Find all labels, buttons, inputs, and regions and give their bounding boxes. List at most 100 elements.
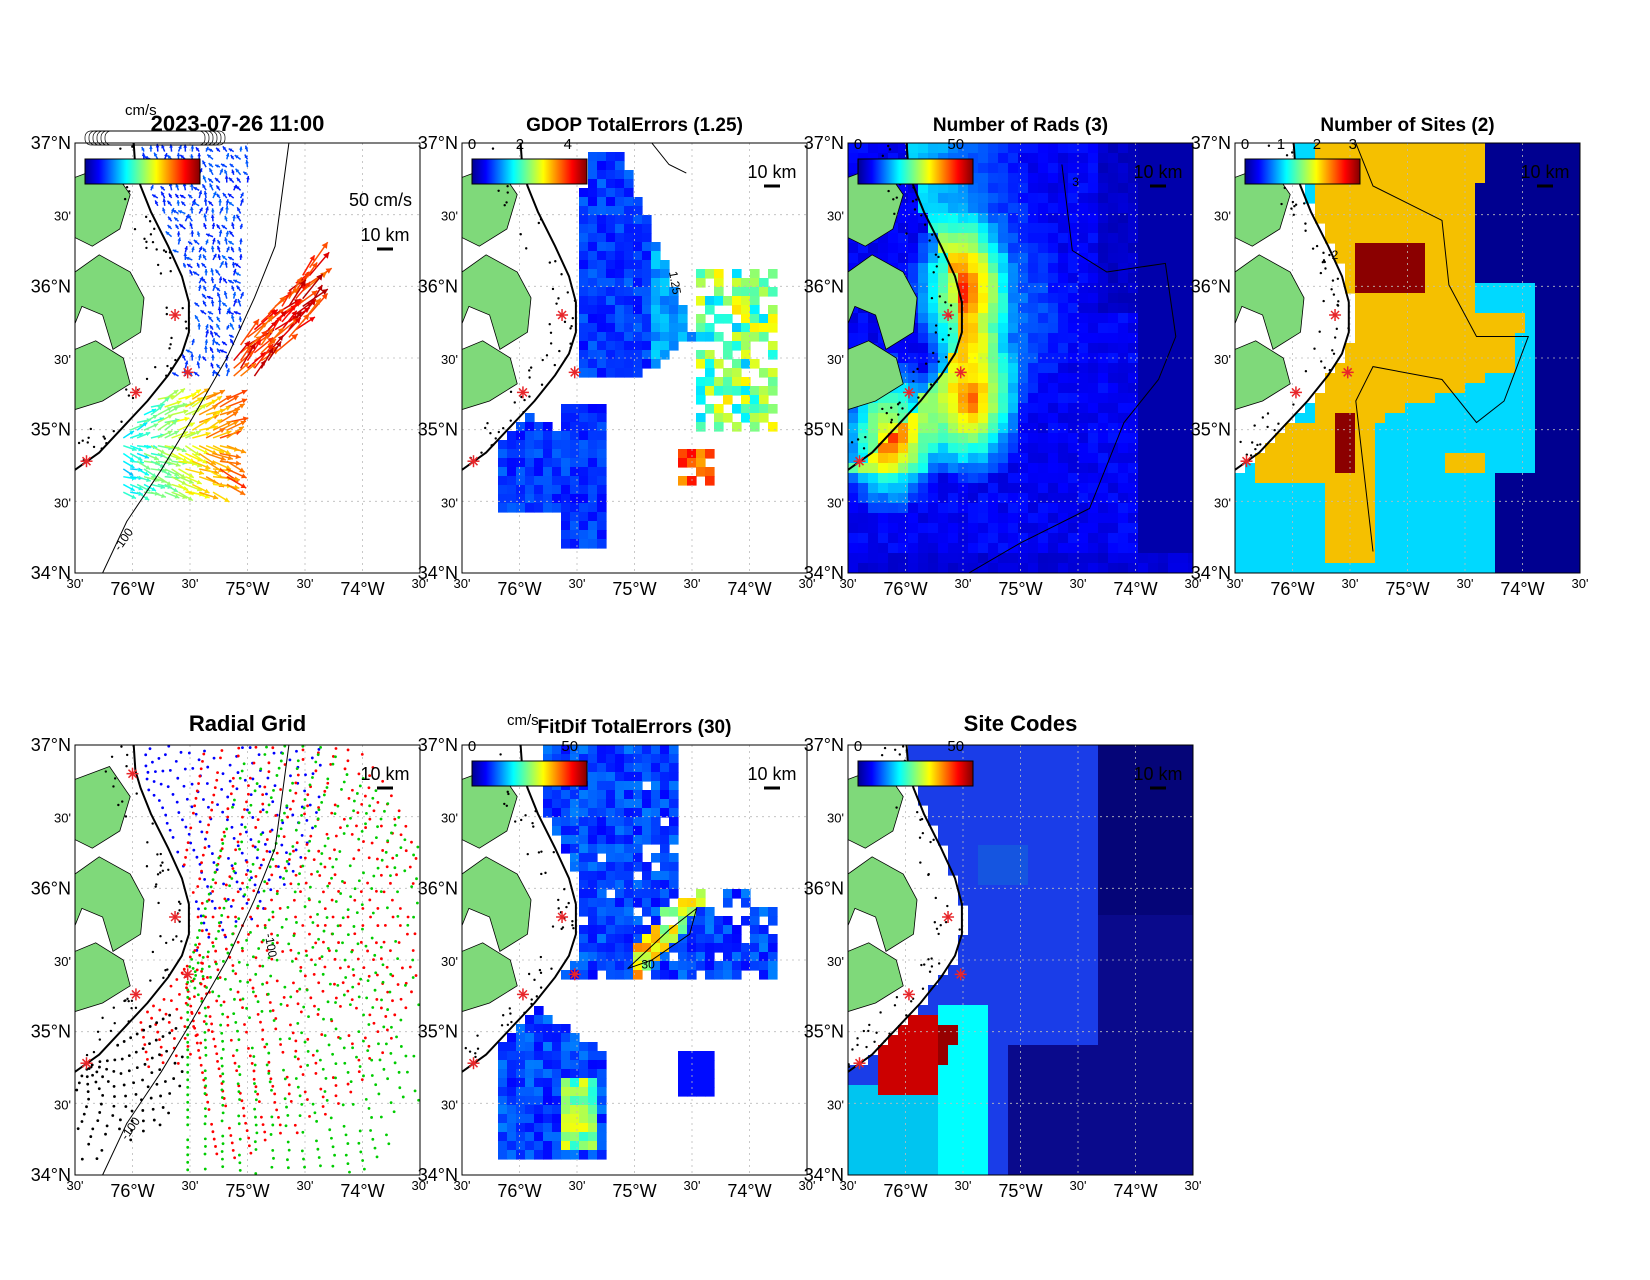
nrads-cell [1018,163,1029,174]
gdop-cell [615,188,625,198]
nsites-cell [1545,393,1556,404]
nsites-cell [1505,403,1516,414]
nsites-cell [1355,453,1366,464]
nrads-cell [978,503,989,514]
coast-dot [169,257,171,259]
nsites-cell [1385,533,1396,544]
nrads-cell [1028,513,1039,524]
nrads-cell [848,443,859,454]
nrads-cell [1108,503,1119,514]
coast-dot [932,352,934,354]
gdop-cell [624,233,634,243]
nrads-cell [1088,303,1099,314]
gdop-cell [732,305,742,315]
nrads-cell [1088,143,1099,154]
nsites-cell [1445,543,1456,554]
nrads-cell [1118,323,1129,334]
coast-dot [538,222,540,224]
nrads-cell [1028,553,1039,564]
nrads-cell [1098,513,1109,524]
nsites-cell [1515,183,1526,194]
nrads-cell [998,513,1009,524]
nrads-cell [1048,503,1059,514]
nrads-cell [908,563,919,574]
nrads-cell [1068,203,1079,214]
nsites-cell [1555,293,1566,304]
nsites-cell [1395,313,1406,324]
nsites-cell [1285,523,1296,534]
colorbar-tick-label: 3 [1349,136,1357,153]
nsites-cell [1545,333,1556,344]
gdop-cell [543,485,553,495]
nrads-cell [948,553,959,564]
nrads-cell [998,183,1009,194]
nrads-cell [1038,203,1049,214]
nsites-cell [1385,263,1396,274]
gdop-cell [597,332,607,342]
nsites-cell [1385,403,1396,414]
nsites-cell [1545,293,1556,304]
radial-grid-point [227,857,230,860]
gdop-cell [561,530,571,540]
nsites-cell [1515,143,1526,154]
nsites-cell [1485,463,1496,474]
nrads-cell [1028,503,1039,514]
nsites-cell [1305,543,1316,554]
radial-grid-point [191,767,194,770]
coast-dot [889,148,891,150]
nrads-cell [1118,273,1129,284]
gdop-cell [615,341,625,351]
nsites-cell [1235,563,1246,574]
nrads-cell [1048,203,1059,214]
nsites-cell [1415,263,1426,274]
nsites-cell [1355,223,1366,234]
coast-dot [1267,412,1269,414]
nrads-cell [1108,333,1119,344]
nrads-cell [868,483,879,494]
nrads-cell [1058,363,1069,374]
nsites-cell [1395,233,1406,244]
gdop-cell [516,458,526,468]
gdop-cell [588,359,598,369]
gdop-cell [606,341,616,351]
nsites-cell [1525,223,1536,234]
nsites-cell [1495,493,1506,504]
nsites-cell [1465,533,1476,544]
nrads-cell [1088,293,1099,304]
radial-grid-point [279,876,282,879]
nsites-cell [1275,453,1286,464]
radial-grid-point [288,758,291,761]
nrads-cell [1048,293,1059,304]
nsites-cell [1425,253,1436,264]
nrads-cell [1118,143,1129,154]
nrads-cell [1028,143,1039,154]
coast-dot [185,320,187,322]
nsites-cell [1535,363,1546,374]
coast-dot [160,864,162,866]
nsites-cell [1535,283,1546,294]
nrads-cell [928,553,939,564]
coast-dot [1284,187,1286,189]
gdop-cell [642,224,652,234]
nrads-cell [898,433,909,444]
nrads-cell [1088,153,1099,164]
coast-dot [1320,360,1322,362]
nrads-cell [1058,483,1069,494]
nrads-cell [978,533,989,544]
nsites-cell [1335,143,1346,154]
coast-dot [1336,304,1338,306]
gdop-cell [723,368,733,378]
current-vector-head [239,238,243,241]
nsites-cell [1515,393,1526,404]
gdop-cell [615,161,625,171]
nsites-cell [1375,243,1386,254]
radial-grid-point [158,799,161,802]
nsites-cell [1495,233,1506,244]
nrads-cell [1128,513,1139,524]
nrads-cell [948,243,959,254]
nrads-cell [1058,223,1069,234]
nrads-cell [1138,193,1149,204]
nrads-cell [948,223,959,234]
nsites-cell [1415,253,1426,264]
nrads-cell [1078,313,1089,324]
